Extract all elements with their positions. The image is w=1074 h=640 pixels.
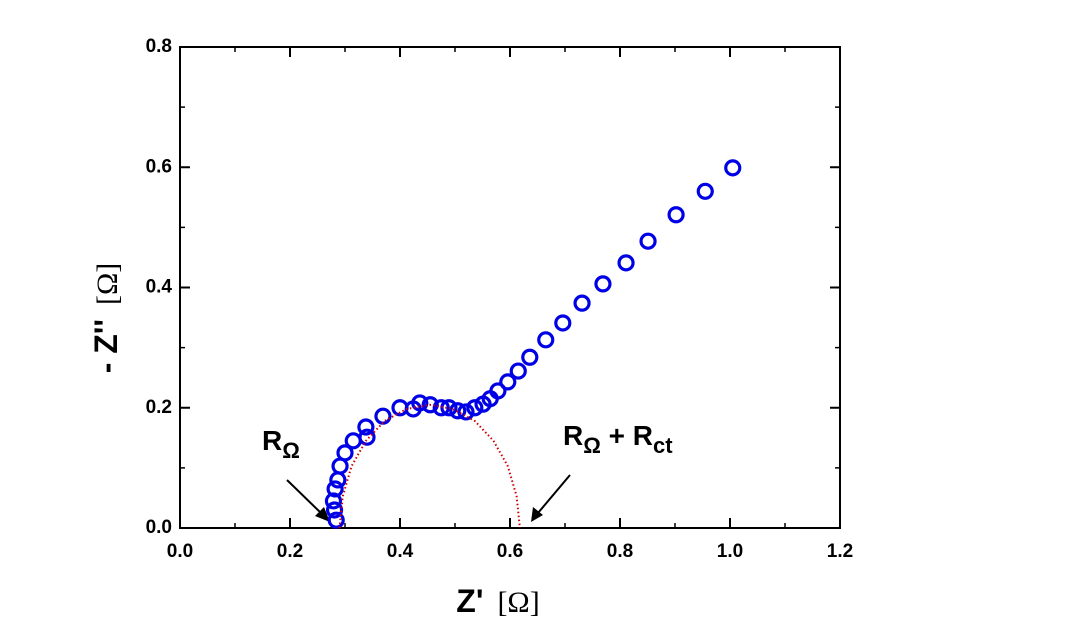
x-label-text: Z' (456, 583, 483, 619)
data-point (358, 428, 376, 446)
arrow (286, 479, 323, 515)
ann-sub: Ω (282, 438, 300, 463)
data-point (336, 444, 354, 462)
y-tick-label: 0.6 (146, 156, 172, 177)
data-point (554, 314, 572, 332)
data-point (489, 382, 507, 400)
data-point (374, 407, 392, 425)
annotation: RΩ + Rct (563, 420, 673, 458)
arrow (537, 474, 571, 514)
data-point (667, 206, 685, 224)
data-point (537, 331, 555, 349)
y-tick-label: 0.8 (146, 36, 172, 57)
ann-text: R (563, 420, 583, 451)
data-point (325, 501, 344, 519)
x-tick-label: 0.8 (607, 541, 633, 562)
data-point (344, 432, 362, 450)
ann-sub: ct (653, 433, 673, 458)
data-point (724, 159, 742, 177)
x-tick-label: 0.2 (277, 541, 303, 562)
y-label-text: - Z'' (88, 319, 124, 373)
x-tick-label: 0.6 (497, 541, 523, 562)
data-point (457, 403, 475, 421)
data-point (329, 471, 347, 489)
data-point (521, 348, 539, 366)
data-point (432, 399, 450, 417)
data-point (466, 399, 484, 417)
x-tick-label: 1.0 (717, 541, 743, 562)
arrow-head (531, 507, 543, 522)
data-point (449, 402, 467, 420)
arrow-head (315, 507, 330, 522)
y-tick-label: 0.0 (146, 517, 172, 538)
y-unit: [Ω] (91, 263, 124, 305)
y-axis-label: - Z'' [Ω] (88, 263, 124, 374)
data-point (357, 418, 375, 436)
data-point (639, 232, 657, 250)
data-point (326, 480, 344, 498)
data-point (499, 373, 517, 391)
data-point (421, 396, 439, 414)
fit-curve (338, 403, 521, 529)
x-tick-label: 1.2 (827, 541, 853, 562)
x-unit: [Ω] (497, 586, 539, 619)
data-point (573, 294, 591, 312)
ann-text: R (262, 425, 282, 456)
data-point (327, 511, 345, 529)
data-point (594, 275, 612, 293)
data-point (411, 394, 429, 412)
data-point (324, 492, 343, 510)
y-tick-label: 0.2 (146, 397, 172, 418)
data-point (696, 182, 714, 200)
x-tick-label: 0.4 (387, 541, 414, 562)
annotation: RΩ (262, 425, 300, 463)
x-axis-label: Z' [Ω] (456, 583, 539, 619)
y-tick-label: 0.4 (146, 277, 173, 298)
data-point (617, 254, 635, 272)
data-point (509, 362, 527, 380)
ann-sub: Ω (583, 433, 601, 458)
ann-text: + R (601, 420, 653, 451)
x-tick-label: 0.0 (167, 541, 193, 562)
